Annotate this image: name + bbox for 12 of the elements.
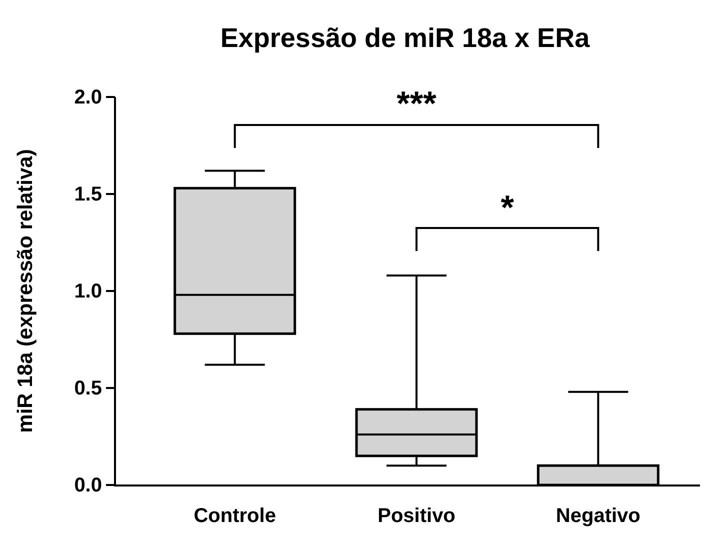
y-tick-label: 1.5 xyxy=(74,183,102,206)
y-axis-title: miR 18a (expressão relativa) xyxy=(14,149,37,433)
annotation: * xyxy=(500,189,515,227)
y-tick-label: 0.5 xyxy=(74,377,102,400)
chart-title: Expressão de miR 18a x ERa xyxy=(220,23,591,53)
y-tick-label: 2.0 xyxy=(74,86,102,108)
x-tick-label: Negativo xyxy=(556,505,640,527)
y-tick-label: 1.0 xyxy=(74,280,102,302)
annotation: *** xyxy=(396,85,438,123)
x-tick-label: Controle xyxy=(194,505,276,527)
x-tick-label: Positivo xyxy=(378,505,456,527)
y-tick-label: 0.0 xyxy=(74,474,102,496)
